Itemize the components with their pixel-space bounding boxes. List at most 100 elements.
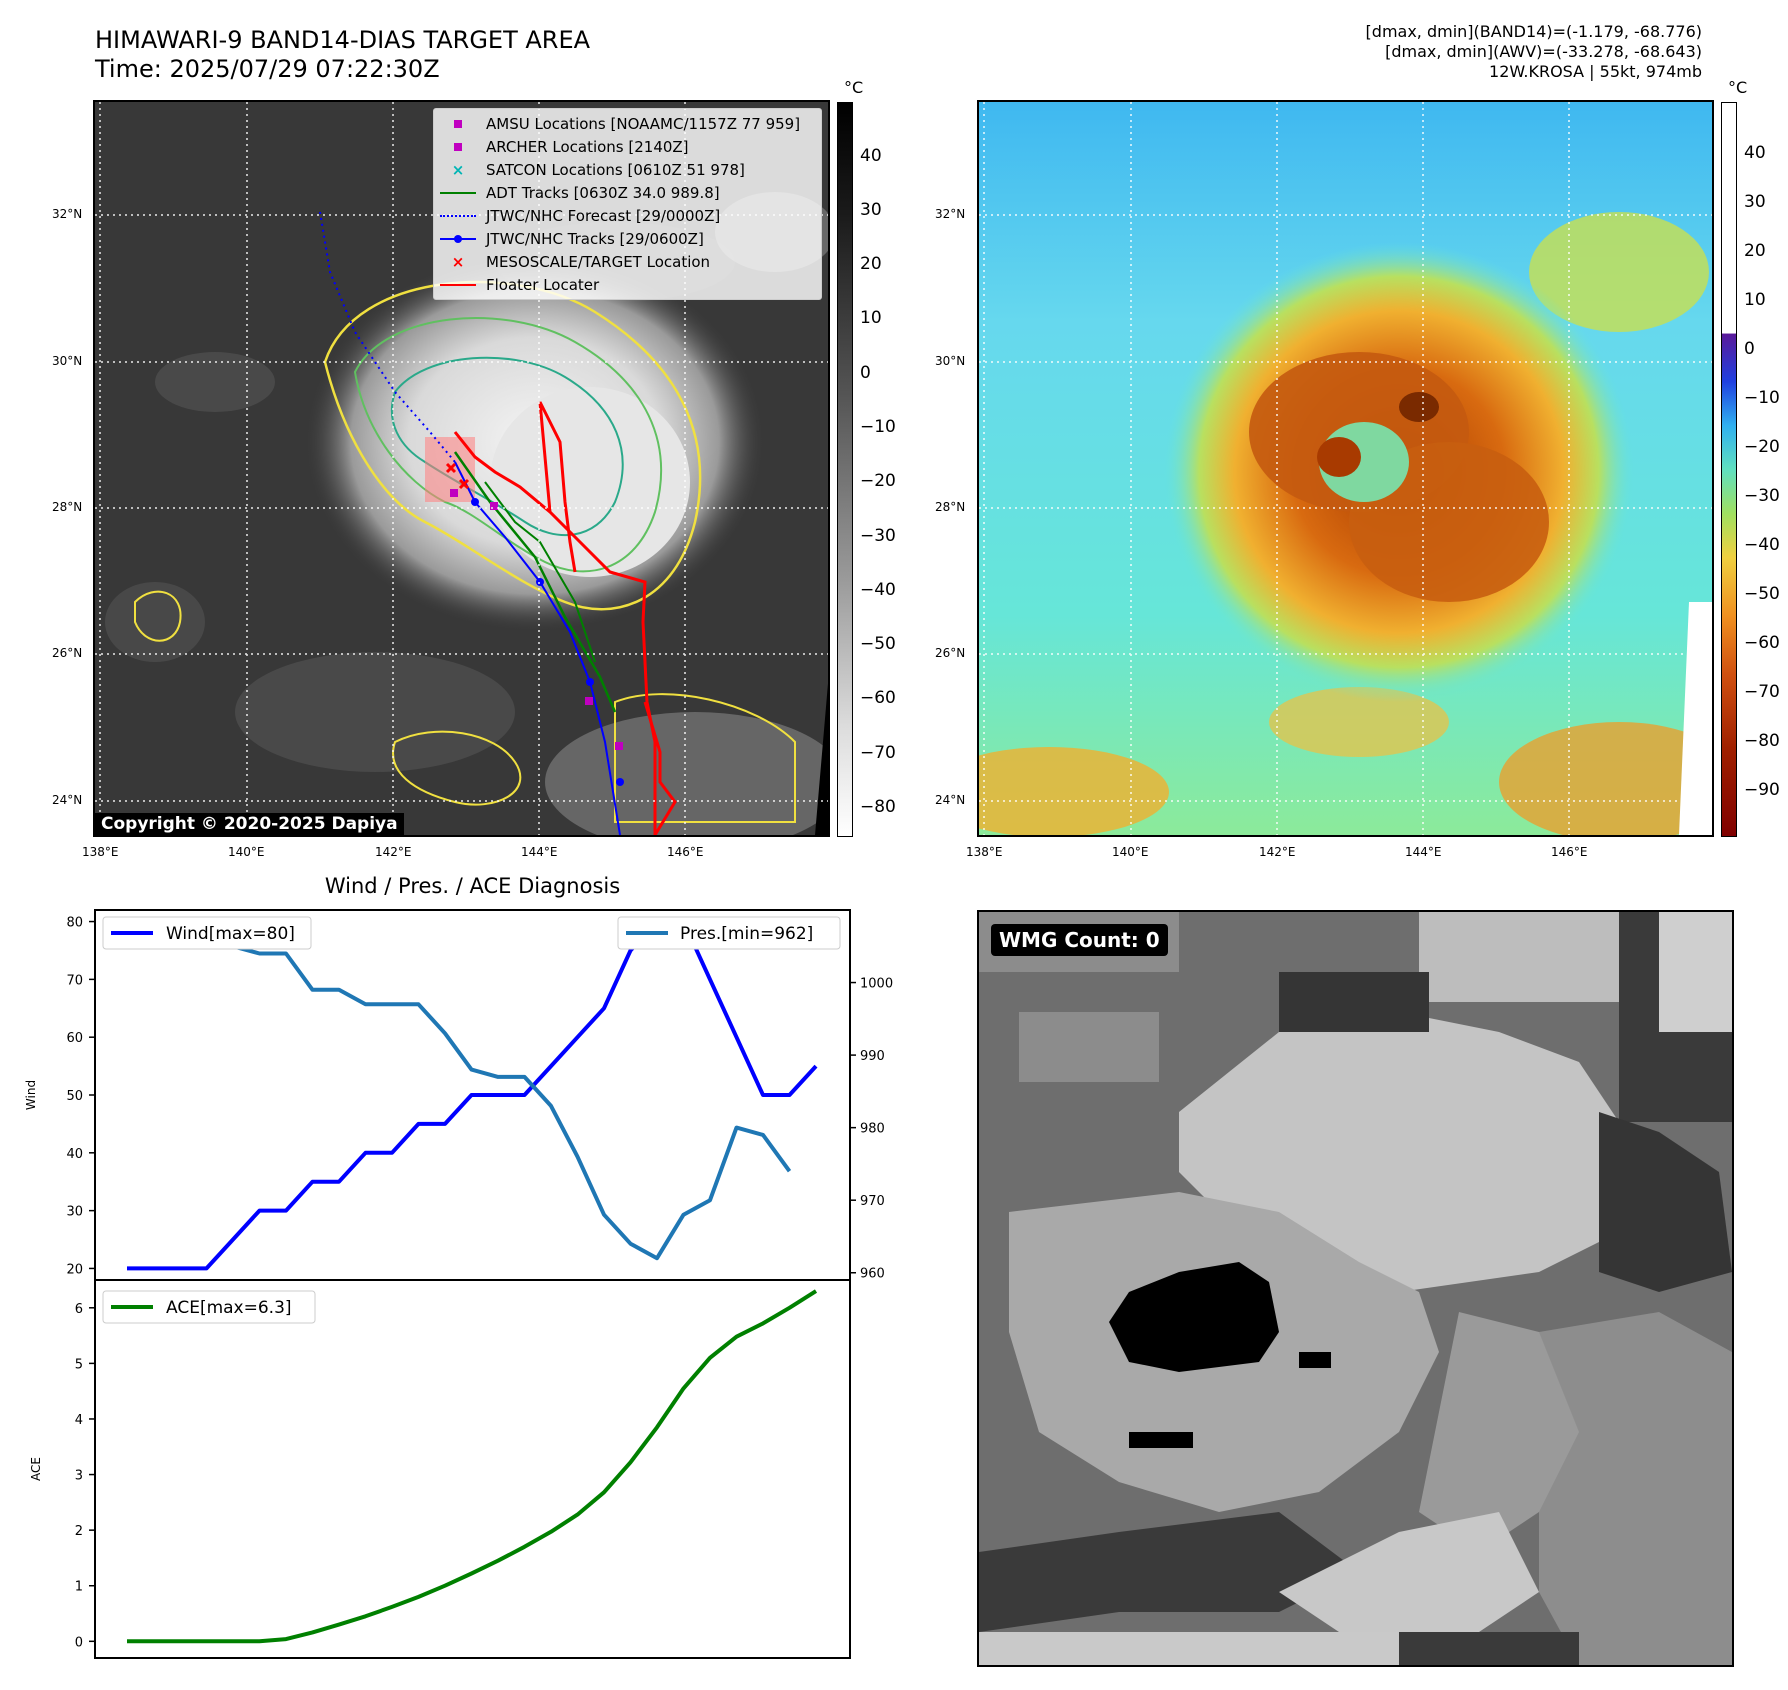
pressure-tick-label: 1000: [860, 977, 893, 992]
lat-label: 26°N: [52, 646, 83, 660]
awv-cbar-tick: 20: [1744, 241, 1766, 261]
ace-tick-label: 0: [75, 1635, 83, 1650]
wind-tick-label: 60: [66, 1031, 83, 1046]
legend-item-satcon: × SATCON Locations [0610Z 51 978]: [440, 158, 815, 181]
info-line-3: 12W.KROSA | 55kt, 974mb: [1489, 62, 1702, 81]
pressure-legend-label: Pres.[min=962]: [680, 924, 813, 944]
ace-series-line: [127, 1289, 818, 1644]
lat-label: 24°N: [52, 793, 83, 807]
ir-cbar-tick: 20: [860, 254, 882, 274]
legend-item-mesoscale: × MESOSCALE/TARGET Location: [440, 250, 815, 273]
ace-legend-label: ACE[max=6.3]: [166, 1298, 292, 1318]
legend-item-adt: ADT Tracks [0630Z 34.0 989.8]: [440, 181, 815, 204]
lon-label: 146°E: [667, 845, 704, 859]
awv-map-image: [979, 102, 1712, 835]
chart-title: Wind / Pres. / ACE Diagnosis: [325, 874, 620, 898]
wmg-count-label: WMG Count: 0: [991, 924, 1168, 956]
wind-tick-label: 30: [66, 1205, 83, 1220]
ace-tick-label: 6: [75, 1302, 83, 1317]
figure-title: HIMAWARI-9 BAND14-DIAS TARGET AREA Time:…: [95, 26, 590, 84]
ir-cbar-tick: −40: [860, 580, 896, 600]
ir-map-legend: AMSU Locations [NOAAMC/1157Z 77 959] ARC…: [433, 108, 822, 300]
awv-cbar-tick: −30: [1744, 486, 1780, 506]
ace-tick-label: 5: [75, 1357, 83, 1372]
line-dot-icon: [440, 232, 476, 246]
ace-legend-box: [102, 1290, 316, 1324]
ir-colorbar-unit: °C: [844, 78, 864, 97]
wind-tick-label: 40: [66, 1147, 83, 1162]
copyright-label: Copyright © 2020-2025 Dapiya: [95, 813, 404, 835]
legend-item-floater: Floater Locater: [440, 273, 815, 296]
pressure-series-line: [127, 929, 792, 1261]
ir-cbar-tick: 0: [860, 363, 871, 383]
awv-cbar-tick: −80: [1744, 731, 1780, 751]
info-line-1: [dmax, dmin](BAND14)=(-1.179, -68.776): [1365, 22, 1702, 41]
wind-tick-label: 70: [66, 973, 83, 988]
wmg-image: [979, 912, 1732, 1665]
pressure-tick-label: 990: [860, 1049, 885, 1064]
lon-label: 144°E: [521, 845, 558, 859]
ace-tick-label: 4: [75, 1413, 83, 1428]
legend-item-jtwc-tracks: JTWC/NHC Tracks [29/0600Z]: [440, 227, 815, 250]
figure-info: [dmax, dmin](BAND14)=(-1.179, -68.776) […: [1366, 22, 1702, 82]
lon-label: 142°E: [375, 845, 412, 859]
ir-cbar-tick: −60: [860, 688, 896, 708]
awv-cbar-tick: 40: [1744, 143, 1766, 163]
ace-tick-label: 1: [75, 1580, 83, 1595]
awv-cbar-tick: −40: [1744, 535, 1780, 555]
line-marker-icon: [440, 186, 476, 200]
wind-axis-label: Wind: [24, 1080, 38, 1110]
wind-legend-label: Wind[max=80]: [166, 924, 295, 944]
lat-label: 24°N: [935, 793, 966, 807]
lat-label: 28°N: [935, 500, 966, 514]
ir-colorbar: [837, 102, 853, 837]
title-line-1: HIMAWARI-9 BAND14-DIAS TARGET AREA: [95, 26, 591, 54]
ir-cbar-tick: −20: [860, 471, 896, 491]
awv-cbar-tick: −60: [1744, 633, 1780, 653]
line-marker-icon: [440, 278, 476, 292]
lon-label: 138°E: [966, 845, 1003, 859]
awv-colorbar: [1721, 102, 1737, 837]
ace-tick-label: 3: [75, 1469, 83, 1484]
legend-item-amsu: AMSU Locations [NOAAMC/1157Z 77 959]: [440, 112, 815, 135]
square-marker-icon: [440, 140, 476, 154]
lat-label: 32°N: [52, 207, 83, 221]
lat-label: 28°N: [52, 500, 83, 514]
ir-cbar-tick: 40: [860, 146, 882, 166]
lon-label: 140°E: [228, 845, 265, 859]
lon-label: 138°E: [82, 845, 119, 859]
ir-cbar-tick: 10: [860, 308, 882, 328]
lon-label: 146°E: [1551, 845, 1588, 859]
ace-axes-frame: [94, 1279, 851, 1659]
ir-cbar-tick: −80: [860, 797, 896, 817]
wind-series-line: [127, 919, 818, 1271]
pressure-tick-label: 970: [860, 1194, 885, 1209]
legend-item-jtwc-forecast: JTWC/NHC Forecast [29/0000Z]: [440, 204, 815, 227]
awv-cbar-tick: −20: [1744, 437, 1780, 457]
awv-cbar-tick: −90: [1744, 780, 1780, 800]
ace-axis-label: ACE: [29, 1457, 43, 1481]
ir-cbar-tick: −10: [860, 417, 896, 437]
pressure-tick-label: 960: [860, 1267, 885, 1282]
dotted-line-icon: [440, 209, 476, 223]
lat-label: 30°N: [935, 354, 966, 368]
ir-cbar-tick: −50: [860, 634, 896, 654]
lon-label: 140°E: [1112, 845, 1149, 859]
wind-tick-label: 20: [66, 1262, 83, 1277]
lat-label: 30°N: [52, 354, 83, 368]
info-line-2: [dmax, dmin](AWV)=(-33.278, -68.643): [1385, 42, 1702, 61]
awv-cbar-tick: −10: [1744, 388, 1780, 408]
awv-cbar-tick: 10: [1744, 290, 1766, 310]
ir-cbar-tick: −30: [860, 526, 896, 546]
awv-cbar-tick: −50: [1744, 584, 1780, 604]
lon-label: 144°E: [1405, 845, 1442, 859]
lat-label: 32°N: [935, 207, 966, 221]
awv-cbar-tick: 30: [1744, 192, 1766, 212]
x-marker-icon: ×: [451, 252, 465, 271]
wind-tick-label: 80: [66, 916, 83, 931]
pressure-tick-label: 980: [860, 1122, 885, 1137]
lat-label: 26°N: [935, 646, 966, 660]
wind-tick-label: 50: [66, 1089, 83, 1104]
title-line-2: Time: 2025/07/29 07:22:30Z: [95, 55, 440, 83]
wind-legend-box: [102, 916, 312, 950]
